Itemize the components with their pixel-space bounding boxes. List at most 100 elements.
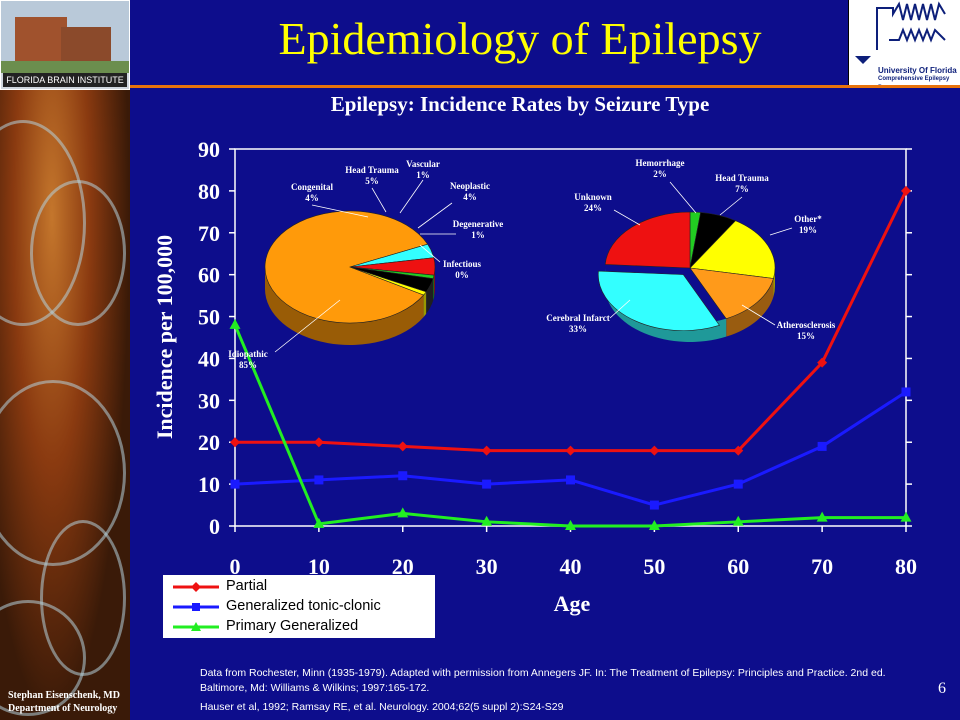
pie-slice-label: Head Trauma bbox=[715, 173, 769, 183]
pie-leader-line bbox=[274, 299, 341, 353]
series-line-2 bbox=[233, 324, 906, 528]
legend-label-gtc: Generalized tonic-clonic bbox=[226, 598, 381, 614]
pie-slice-pct: 1% bbox=[416, 170, 430, 180]
chart-subtitle: Epilepsy: Incidence Rates by Seizure Typ… bbox=[330, 92, 710, 116]
uf-name: University Of Florida bbox=[878, 66, 957, 75]
pie-slice-side bbox=[726, 278, 774, 337]
brain-institute-label: FLORIDA BRAIN INSTITUTE bbox=[3, 73, 127, 87]
y-tick-label: 30 bbox=[198, 388, 220, 413]
data-point-partial bbox=[649, 445, 660, 456]
x-tick-label: 60 bbox=[727, 554, 749, 579]
legend-item-partial: Partial bbox=[171, 577, 431, 597]
legend-label-partial: Partial bbox=[226, 578, 268, 594]
y-tick-label: 70 bbox=[198, 221, 220, 246]
x-tick-label: 70 bbox=[811, 554, 833, 579]
x-tick-label: 50 bbox=[643, 554, 665, 579]
data-point-partial bbox=[565, 445, 576, 456]
pie-slice-label: Infectious bbox=[443, 259, 481, 269]
uf-program: Comprehensive Epilepsy Program bbox=[878, 76, 950, 91]
pie-slice bbox=[689, 220, 776, 279]
pie-leader-line bbox=[741, 304, 776, 326]
pie-slice-label: Vascular bbox=[406, 159, 440, 169]
pie-slice-side bbox=[265, 267, 424, 345]
y-tick-label: 0 bbox=[209, 514, 220, 539]
data-point-gtc bbox=[901, 387, 911, 397]
pie-leader-line bbox=[719, 196, 743, 216]
source-note: Data from Rochester, Minn (1935-1979). A… bbox=[200, 667, 886, 694]
data-point-gtc bbox=[817, 441, 827, 451]
data-point-gtc bbox=[482, 479, 492, 489]
data-point-partial bbox=[397, 441, 408, 452]
chart-legend: Partial Generalized tonic-clonic Primary… bbox=[163, 575, 435, 638]
author-credit: Stephan Eisenschenk, MD Department of Ne… bbox=[8, 689, 120, 715]
x-axis-label: Age bbox=[554, 591, 591, 616]
pie-slice-label: Idiopathic bbox=[228, 349, 268, 359]
data-point-gtc bbox=[398, 471, 408, 481]
pie-slice-pct: 19% bbox=[799, 225, 817, 235]
pie-slice-label: Degenerative bbox=[453, 219, 503, 229]
data-point-primary bbox=[816, 511, 828, 522]
pie-slice-pct: 2% bbox=[653, 169, 667, 179]
data-point-primary bbox=[732, 515, 744, 526]
author-name: Stephan Eisenschenk, MD bbox=[8, 690, 120, 701]
pie-leader-line bbox=[613, 209, 641, 226]
pie-slice bbox=[349, 266, 427, 296]
pie-leader-line bbox=[417, 202, 453, 229]
pie-slice-pct: 4% bbox=[463, 192, 477, 202]
pie-slice-label: Other* bbox=[794, 214, 822, 224]
y-tick-label: 60 bbox=[198, 263, 220, 288]
y-tick-label: 90 bbox=[198, 137, 220, 162]
data-point-gtc bbox=[566, 475, 575, 485]
data-point-primary bbox=[481, 515, 493, 526]
pie-slice-side bbox=[426, 278, 434, 314]
author-department: Department of Neurology bbox=[8, 703, 118, 714]
data-point-gtc bbox=[733, 479, 743, 489]
x-tick-label: 80 bbox=[895, 554, 917, 579]
data-point-gtc bbox=[314, 475, 324, 485]
uf-logo-text: University Of Florida Comprehensive Epil… bbox=[878, 66, 958, 93]
data-point-primary bbox=[229, 318, 241, 329]
pie-slice-pct: 5% bbox=[365, 176, 379, 186]
legend-label-primary: Primary Generalized bbox=[226, 618, 359, 634]
pie-slice bbox=[604, 211, 691, 269]
data-point-partial bbox=[733, 445, 744, 456]
data-point-primary bbox=[565, 520, 576, 530]
pie-slice-pct: 4% bbox=[305, 193, 319, 203]
chart-axes: 0 10 20 30 40 50 60 70 80 90 0 10 20 30 40 50 60 70 80 Age I… bbox=[152, 137, 917, 616]
x-tick-label: 20 bbox=[392, 554, 414, 579]
chart-series bbox=[229, 185, 912, 530]
title-divider bbox=[130, 85, 960, 88]
brain-institute-logo: FLORIDA BRAIN INSTITUTE bbox=[0, 0, 130, 90]
pie-slice-pct: 0% bbox=[455, 270, 469, 280]
pie-slice-pct: 33% bbox=[569, 324, 587, 334]
page-number: 6 bbox=[938, 680, 946, 697]
uf-epilepsy-logo bbox=[848, 0, 960, 88]
pie-slice-side bbox=[423, 291, 427, 317]
pie-slice-label: Head Trauma bbox=[345, 165, 399, 175]
data-point-partial bbox=[817, 357, 828, 368]
pie-slice-pct: 1% bbox=[471, 230, 485, 240]
legend-item-primary: Primary Generalized bbox=[171, 617, 431, 637]
data-point-partial bbox=[901, 185, 911, 196]
pie-leader-line bbox=[371, 187, 387, 213]
sidebar-artwork bbox=[0, 0, 130, 720]
pie-leader-line bbox=[609, 299, 631, 319]
data-point-gtc bbox=[230, 479, 240, 489]
data-point-gtc bbox=[649, 500, 659, 510]
pie-leader-line bbox=[399, 179, 424, 214]
pie-slice-pct: 24% bbox=[584, 203, 602, 213]
pie-leader-line bbox=[419, 244, 441, 263]
pie-slice-label: Atherosclerosis bbox=[777, 320, 836, 330]
x-tick-label: 40 bbox=[560, 554, 582, 579]
pie-leader-line bbox=[311, 204, 369, 218]
data-point-primary bbox=[313, 517, 325, 528]
pie-slice bbox=[597, 270, 720, 331]
x-tick-label: 10 bbox=[308, 554, 330, 579]
y-tick-label: 40 bbox=[198, 346, 220, 371]
y-tick-label: 80 bbox=[198, 179, 220, 204]
pie-slice bbox=[264, 210, 429, 324]
y-tick-label: 20 bbox=[198, 430, 220, 455]
legend-item-gtc: Generalized tonic-clonic bbox=[171, 597, 431, 617]
